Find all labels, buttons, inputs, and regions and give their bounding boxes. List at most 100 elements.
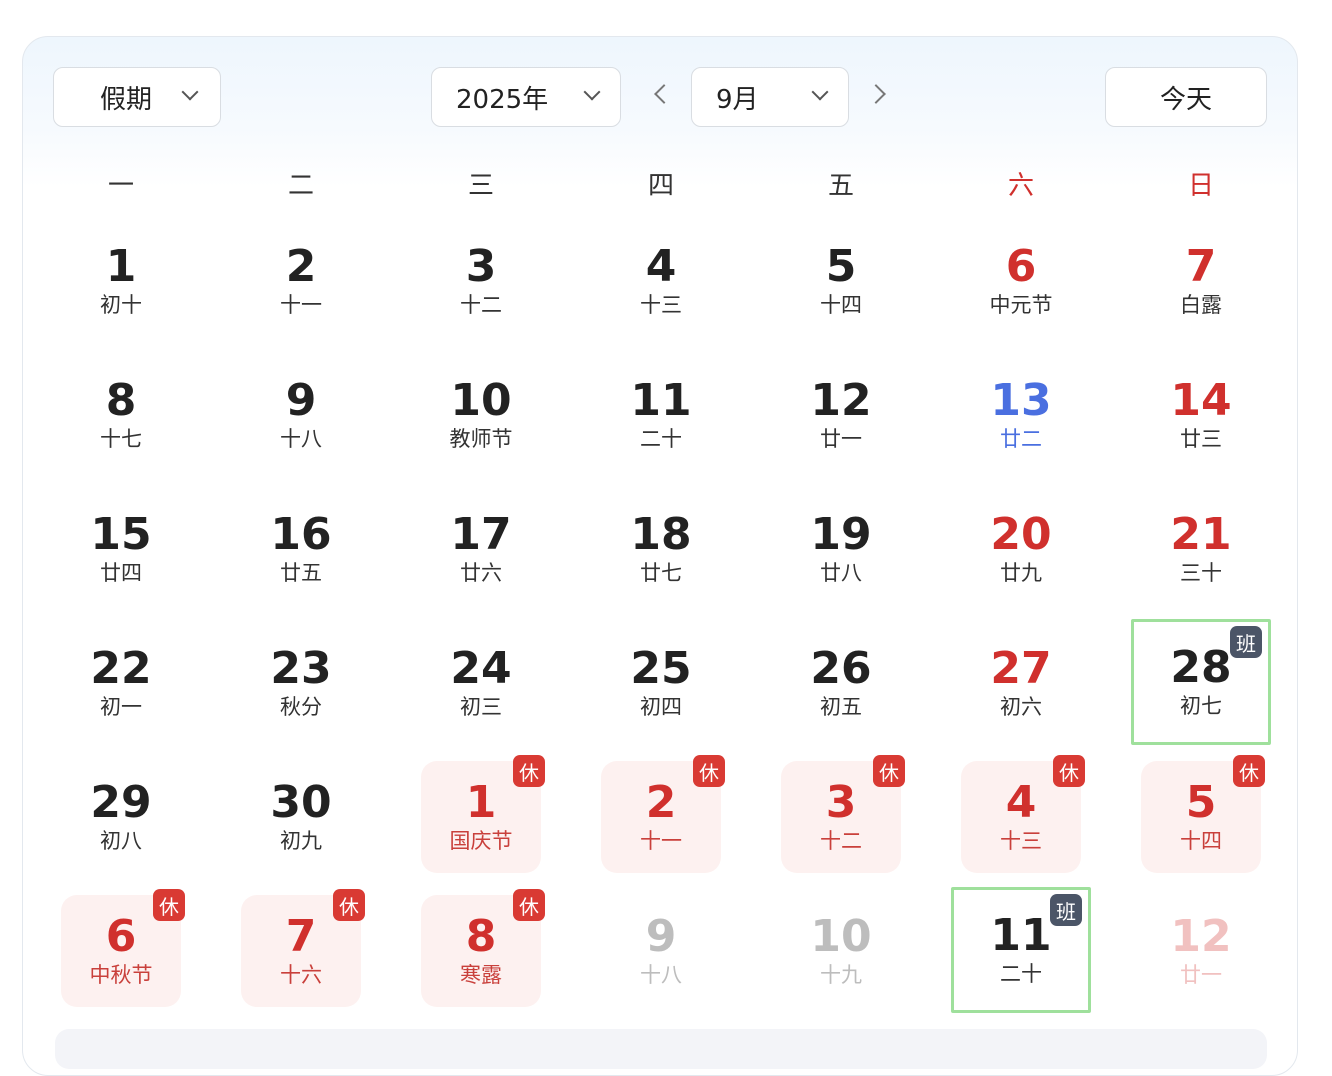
day-cell[interactable]: 21 三十 xyxy=(1111,485,1291,619)
day-cell[interactable]: 20 廿九 xyxy=(931,485,1111,619)
day-cell[interactable]: 1 国庆节 休 xyxy=(391,753,571,887)
lunar-date: 廿八 xyxy=(820,561,862,585)
rest-day-badge: 休 xyxy=(153,889,185,921)
day-cell-body: 6 中元节 xyxy=(961,225,1081,337)
day-cell[interactable]: 16 廿五 xyxy=(211,485,391,619)
day-number: 12 xyxy=(1170,911,1232,962)
day-cell-body: 2 十一 休 xyxy=(601,755,725,873)
day-number: 23 xyxy=(270,643,332,694)
day-cell-body: 6 中秋节 休 xyxy=(61,889,185,1007)
day-cell-body: 28 初七 班 xyxy=(1131,619,1271,745)
day-number: 1 xyxy=(465,777,497,828)
day-number: 7 xyxy=(1185,241,1217,292)
lunar-date: 十三 xyxy=(1000,829,1042,853)
day-cell[interactable]: 11 二十 xyxy=(571,351,751,485)
day-cell[interactable]: 9 十八 xyxy=(211,351,391,485)
day-cell[interactable]: 12 廿一 xyxy=(751,351,931,485)
lunar-date: 初四 xyxy=(640,695,682,719)
lunar-date: 十一 xyxy=(280,293,322,317)
day-cell[interactable]: 10 十九 xyxy=(751,887,931,1021)
lunar-date: 十二 xyxy=(460,293,502,317)
day-cell-body: 12 廿一 xyxy=(781,359,901,471)
day-cell[interactable]: 8 十七 xyxy=(31,351,211,485)
day-cell-body: 2 十一 xyxy=(241,225,361,337)
lunar-date: 初十 xyxy=(100,293,142,317)
chevron-down-icon xyxy=(583,83,601,101)
day-number: 29 xyxy=(90,777,152,828)
prev-month-arrow-icon[interactable] xyxy=(654,84,674,104)
lunar-date: 初三 xyxy=(460,695,502,719)
lunar-date: 初一 xyxy=(100,695,142,719)
lunar-date: 十八 xyxy=(280,427,322,451)
month-select[interactable]: 9月 xyxy=(691,67,849,127)
day-cell[interactable]: 18 廿七 xyxy=(571,485,751,619)
day-number: 16 xyxy=(270,509,332,560)
holiday-select[interactable]: 假期 xyxy=(53,67,221,127)
day-cell[interactable]: 26 初五 xyxy=(751,619,931,753)
day-cell[interactable]: 28 初七 班 xyxy=(1111,619,1291,753)
lunar-date: 寒露 xyxy=(460,963,502,987)
day-cell[interactable]: 2 十一 休 xyxy=(571,753,751,887)
day-cell[interactable]: 22 初一 xyxy=(31,619,211,753)
day-number: 3 xyxy=(465,241,497,292)
lunar-date: 二十 xyxy=(640,427,682,451)
day-number: 10 xyxy=(810,911,872,962)
day-cell[interactable]: 6 中秋节 休 xyxy=(31,887,211,1021)
day-cell[interactable]: 15 廿四 xyxy=(31,485,211,619)
day-number: 30 xyxy=(270,777,332,828)
day-number: 6 xyxy=(105,911,137,962)
day-cell-body: 11 二十 xyxy=(601,359,721,471)
day-number: 5 xyxy=(825,241,857,292)
day-cell[interactable]: 30 初九 xyxy=(211,753,391,887)
day-cell-body: 11 二十 班 xyxy=(951,887,1091,1013)
weekday-header: 日 xyxy=(1187,171,1214,201)
day-cell[interactable]: 5 十四 xyxy=(751,217,931,351)
lunar-date: 中元节 xyxy=(989,293,1053,317)
day-cell[interactable]: 7 白露 xyxy=(1111,217,1291,351)
lunar-date: 廿一 xyxy=(820,427,862,451)
day-cell[interactable]: 14 廿三 xyxy=(1111,351,1291,485)
day-cell-body: 3 十二 xyxy=(421,225,541,337)
day-cell[interactable]: 19 廿八 xyxy=(751,485,931,619)
day-cell[interactable]: 5 十四 休 xyxy=(1111,753,1291,887)
today-button[interactable]: 今天 xyxy=(1105,67,1267,127)
day-cell[interactable]: 6 中元节 xyxy=(931,217,1111,351)
day-cell[interactable]: 29 初八 xyxy=(31,753,211,887)
day-cell[interactable]: 11 二十 班 xyxy=(931,887,1111,1021)
day-cell[interactable]: 12 廿一 xyxy=(1111,887,1291,1021)
day-cell[interactable]: 4 十三 xyxy=(571,217,751,351)
day-cell-body: 27 初六 xyxy=(961,627,1081,739)
day-cell[interactable]: 1 初十 xyxy=(31,217,211,351)
day-cell[interactable]: 2 十一 xyxy=(211,217,391,351)
lunar-date: 十四 xyxy=(820,293,862,317)
today-button-label: 今天 xyxy=(1159,84,1212,115)
day-cell[interactable]: 4 十三 休 xyxy=(931,753,1111,887)
day-cell[interactable]: 13 廿二 xyxy=(931,351,1111,485)
day-cell[interactable]: 3 十二 xyxy=(391,217,571,351)
day-number: 11 xyxy=(630,375,692,426)
day-cell[interactable]: 10 教师节 xyxy=(391,351,571,485)
day-cell[interactable]: 24 初三 xyxy=(391,619,571,753)
rest-day-badge: 休 xyxy=(513,755,545,787)
day-cell[interactable]: 17 廿六 xyxy=(391,485,571,619)
lunar-date: 三十 xyxy=(1180,561,1222,585)
day-cell[interactable]: 27 初六 xyxy=(931,619,1111,753)
day-cell[interactable]: 25 初四 xyxy=(571,619,751,753)
day-number: 5 xyxy=(1185,777,1217,828)
day-cell-body: 1 初十 xyxy=(61,225,181,337)
day-cell-body: 21 三十 xyxy=(1141,493,1261,605)
day-cell[interactable]: 8 寒露 休 xyxy=(391,887,571,1021)
day-cell[interactable]: 23 秋分 xyxy=(211,619,391,753)
day-cell-body: 25 初四 xyxy=(601,627,721,739)
day-cell[interactable]: 7 十六 休 xyxy=(211,887,391,1021)
next-month-arrow-icon[interactable] xyxy=(866,84,886,104)
day-cell-body: 4 十三 xyxy=(601,225,721,337)
day-cell-body: 9 十八 xyxy=(241,359,361,471)
day-cell[interactable]: 9 十八 xyxy=(571,887,751,1021)
year-select[interactable]: 2025年 xyxy=(431,67,621,127)
day-cell[interactable]: 3 十二 休 xyxy=(751,753,931,887)
day-cell-body: 10 十九 xyxy=(781,895,901,1007)
day-number: 11 xyxy=(990,910,1052,961)
weekday-header: 五 xyxy=(827,171,854,201)
bottom-panel xyxy=(55,1029,1267,1069)
